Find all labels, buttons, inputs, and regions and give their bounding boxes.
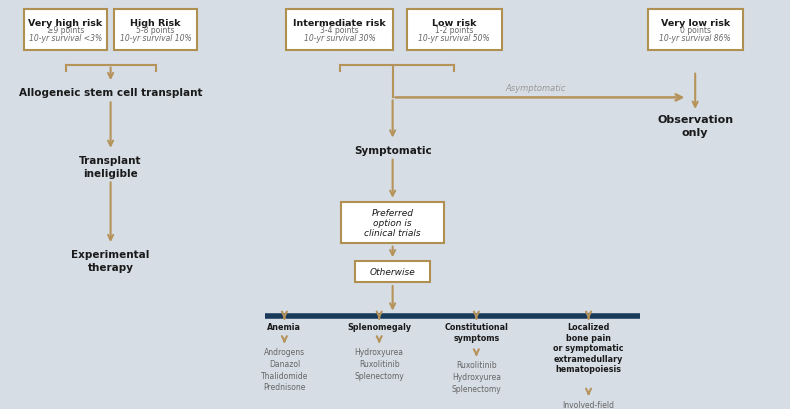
Text: Very low risk: Very low risk — [660, 19, 730, 28]
Text: Intermediate risk: Intermediate risk — [293, 19, 386, 28]
Text: Transplant
ineligible: Transplant ineligible — [79, 155, 142, 179]
Text: Allogeneic stem cell transplant: Allogeneic stem cell transplant — [19, 88, 202, 98]
FancyBboxPatch shape — [286, 10, 393, 51]
Text: Observation
only: Observation only — [657, 115, 733, 138]
Text: 1-2 points: 1-2 points — [435, 26, 473, 35]
Text: Otherwise: Otherwise — [370, 267, 416, 276]
Text: 10-yr survival <3%: 10-yr survival <3% — [29, 34, 102, 43]
FancyBboxPatch shape — [648, 10, 743, 51]
Text: ≥9 points: ≥9 points — [47, 26, 85, 35]
Text: High Risk: High Risk — [130, 19, 181, 28]
FancyBboxPatch shape — [115, 10, 198, 51]
Text: 3-4 points: 3-4 points — [321, 26, 359, 35]
Text: 0 points: 0 points — [679, 26, 711, 35]
Text: Asymptomatic: Asymptomatic — [506, 84, 566, 93]
Text: 10-yr survival 50%: 10-yr survival 50% — [419, 34, 490, 43]
Text: Preferred
option is
clinical trials: Preferred option is clinical trials — [364, 208, 421, 238]
Text: 10-yr survival 30%: 10-yr survival 30% — [304, 34, 375, 43]
FancyBboxPatch shape — [341, 202, 444, 243]
FancyBboxPatch shape — [407, 10, 502, 51]
Text: Very high risk: Very high risk — [28, 19, 103, 28]
Text: 10-yr survival 86%: 10-yr survival 86% — [660, 34, 731, 43]
Text: Ruxolitinib
Hydroxyurea
Splenectomy: Ruxolitinib Hydroxyurea Splenectomy — [452, 360, 501, 393]
Text: Symptomatic: Symptomatic — [354, 145, 431, 155]
Text: 5-8 points: 5-8 points — [137, 26, 175, 35]
Text: Hydroxyurea
Ruxolitinib
Splenectomy: Hydroxyurea Ruxolitinib Splenectomy — [355, 347, 404, 380]
Text: Experimental
therapy: Experimental therapy — [71, 249, 150, 273]
Text: Splenomegaly: Splenomegaly — [347, 323, 412, 332]
Text: Involved-field
radiotherapy: Involved-field radiotherapy — [562, 400, 615, 409]
FancyBboxPatch shape — [24, 10, 107, 51]
FancyBboxPatch shape — [356, 261, 430, 283]
Text: Low risk: Low risk — [432, 19, 476, 28]
Text: Anemia: Anemia — [267, 323, 302, 332]
Text: Androgens
Danazol
Thalidomide
Prednisone: Androgens Danazol Thalidomide Prednisone — [261, 347, 308, 391]
Text: Localized
bone pain
or symptomatic
extramedullary
hematopoiesis: Localized bone pain or symptomatic extra… — [553, 323, 624, 373]
Text: Constitutional
symptoms: Constitutional symptoms — [445, 323, 508, 342]
Text: 10-yr survival 10%: 10-yr survival 10% — [120, 34, 191, 43]
